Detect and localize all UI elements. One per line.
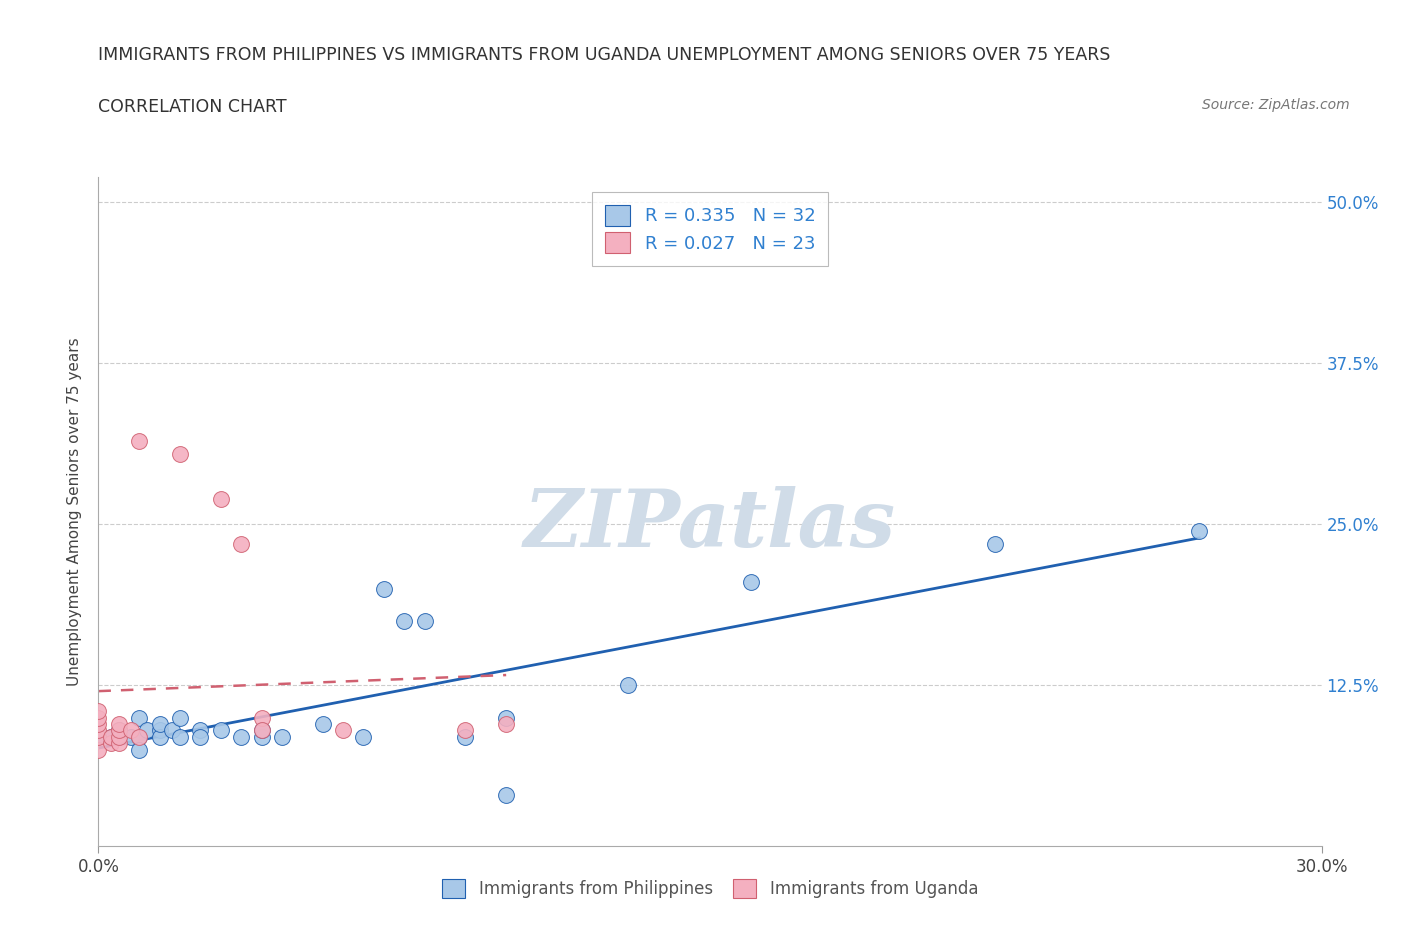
Point xyxy=(87,742,110,757)
Point xyxy=(454,723,477,737)
Point xyxy=(149,723,172,737)
Point xyxy=(495,788,517,803)
Point xyxy=(149,716,172,731)
Point xyxy=(128,729,150,744)
Point xyxy=(231,537,253,551)
Point xyxy=(495,711,517,725)
Text: CORRELATION CHART: CORRELATION CHART xyxy=(98,98,287,115)
Text: IMMIGRANTS FROM PHILIPPINES VS IMMIGRANTS FROM UGANDA UNEMPLOYMENT AMONG SENIORS: IMMIGRANTS FROM PHILIPPINES VS IMMIGRANT… xyxy=(98,46,1111,64)
Legend: Immigrants from Philippines, Immigrants from Uganda: Immigrants from Philippines, Immigrants … xyxy=(436,872,984,905)
Point xyxy=(332,723,354,737)
Point xyxy=(984,537,1007,551)
Point xyxy=(250,729,273,744)
Point xyxy=(250,711,273,725)
Point xyxy=(87,711,110,725)
Point xyxy=(160,723,183,737)
Point xyxy=(169,711,191,725)
Point xyxy=(128,433,150,448)
Point xyxy=(352,729,374,744)
Text: Source: ZipAtlas.com: Source: ZipAtlas.com xyxy=(1202,98,1350,112)
Point xyxy=(87,729,110,744)
Point xyxy=(413,614,436,629)
Point xyxy=(250,723,273,737)
Point xyxy=(100,729,122,744)
Point xyxy=(312,716,335,731)
Point xyxy=(136,723,159,737)
Point xyxy=(740,575,762,590)
Point xyxy=(188,729,212,744)
Point xyxy=(392,614,416,629)
Point xyxy=(128,742,150,757)
Point xyxy=(188,723,212,737)
Point xyxy=(149,729,172,744)
Point xyxy=(87,723,110,737)
Point xyxy=(128,711,150,725)
Point xyxy=(495,716,517,731)
Point xyxy=(1188,524,1211,538)
Point xyxy=(87,716,110,731)
Point xyxy=(209,723,232,737)
Y-axis label: Unemployment Among Seniors over 75 years: Unemployment Among Seniors over 75 years xyxy=(67,338,83,685)
Point xyxy=(169,446,191,461)
Point xyxy=(128,729,150,744)
Point xyxy=(100,736,122,751)
Point xyxy=(108,736,131,751)
Point xyxy=(209,491,232,506)
Text: ZIPatlas: ZIPatlas xyxy=(524,486,896,564)
Point xyxy=(617,678,640,693)
Point xyxy=(108,723,131,737)
Point xyxy=(108,729,131,744)
Point xyxy=(108,723,131,737)
Point xyxy=(270,729,294,744)
Point xyxy=(120,723,142,737)
Point xyxy=(100,729,122,744)
Point xyxy=(87,729,110,744)
Point xyxy=(87,704,110,719)
Point xyxy=(454,729,477,744)
Point xyxy=(108,716,131,731)
Point xyxy=(169,729,191,744)
Point xyxy=(373,581,395,596)
Point xyxy=(250,723,273,737)
Point xyxy=(120,729,142,744)
Point xyxy=(231,729,253,744)
